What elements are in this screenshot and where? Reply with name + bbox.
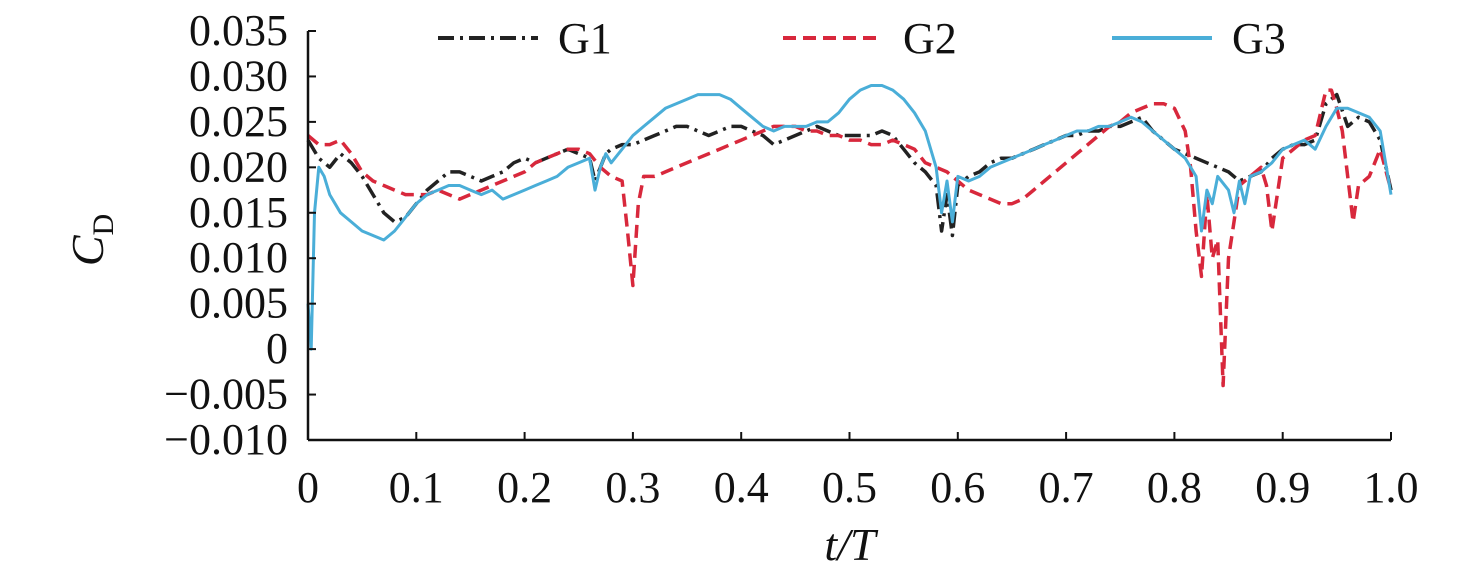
x-tick-label: 0.8 — [1147, 463, 1202, 512]
y-axis-title-main: C — [62, 234, 113, 266]
y-tick-label: 0 — [266, 324, 288, 373]
legend: G1 G2 G3 — [438, 14, 1286, 63]
x-tick-label: 0.9 — [1255, 463, 1310, 512]
y-axis-title: CD — [62, 214, 120, 266]
y-tick-label: 0.025 — [189, 97, 288, 146]
y-axis-title-subscript: D — [87, 214, 120, 236]
axis-titles: t/T CD — [62, 214, 879, 570]
x-axis-title: t/T — [824, 519, 879, 570]
axes — [306, 31, 1391, 442]
y-tick-label: 0.035 — [189, 6, 288, 55]
x-tick-label: 0 — [297, 463, 319, 512]
x-tick-label: 0.2 — [497, 463, 552, 512]
y-tick-label: −0.005 — [164, 370, 288, 419]
x-tick-label: 0.3 — [605, 463, 660, 512]
x-ticks: 0 0.1 0.2 0.3 0.4 0.5 0.6 0.7 0.8 0.9 1.0 — [297, 432, 1419, 512]
y-tick-label: 0.005 — [189, 279, 288, 328]
plot-area — [306, 84, 1393, 388]
legend-label-g2: G2 — [903, 14, 957, 63]
y-tick-label: 0.010 — [189, 233, 288, 282]
y-tick-label: −0.010 — [164, 415, 288, 464]
x-tick-label: 0.6 — [930, 463, 985, 512]
y-tick-label: 0.015 — [189, 188, 288, 237]
y-tick-label: 0.020 — [189, 142, 288, 191]
legend-label-g1: G1 — [558, 14, 612, 63]
x-tick-label: 0.5 — [822, 463, 877, 512]
series-line-g3 — [306, 84, 1393, 351]
y-ticks: 0.0350.0300.0250.0200.0150.0100.0050−0.0… — [164, 6, 316, 464]
x-tick-label: 0.7 — [1039, 463, 1094, 512]
series-line-g1 — [306, 92, 1393, 238]
x-tick-label: 1.0 — [1364, 463, 1419, 512]
legend-label-g3: G3 — [1232, 14, 1286, 63]
y-tick-label: 0.030 — [189, 51, 288, 100]
x-tick-label: 0.4 — [714, 463, 769, 512]
x-tick-label: 0.1 — [389, 463, 444, 512]
